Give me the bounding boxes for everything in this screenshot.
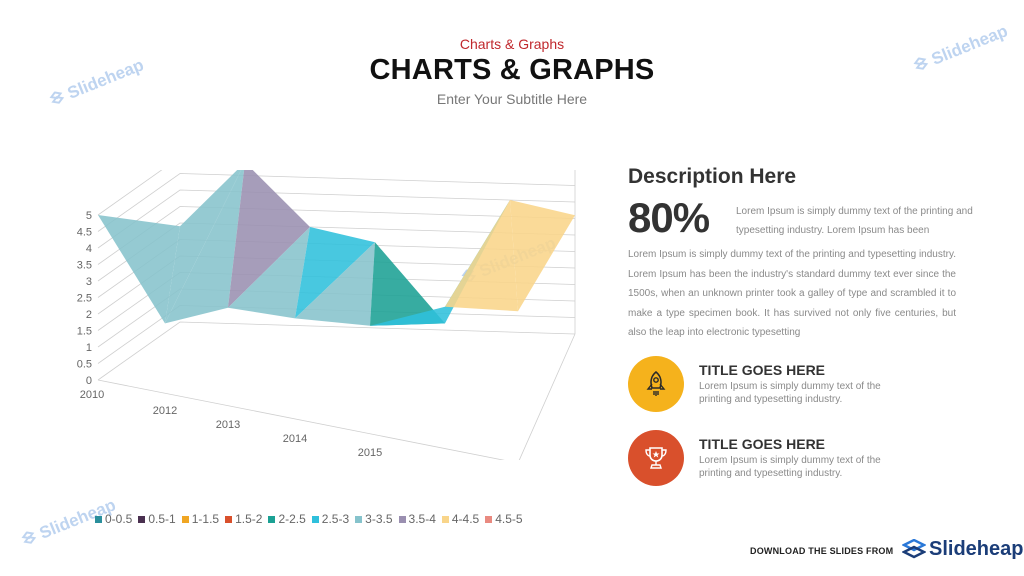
y-tick-label: 4	[86, 243, 92, 255]
legend-label: 2-2.5	[278, 512, 306, 526]
slideheap-logo-icon	[913, 57, 929, 70]
rocket-icon	[646, 370, 666, 396]
legend-item: 4.5-5	[485, 512, 523, 526]
y-tick-label: 3	[86, 276, 92, 288]
y-gridline	[97, 222, 576, 282]
legend-label: 0.5-1	[148, 512, 176, 526]
legend-label: 3-3.5	[365, 512, 393, 526]
legend-label: 3.5-4	[408, 512, 436, 526]
surface-facet	[165, 170, 245, 324]
x-tick-label: 2015	[358, 447, 382, 459]
chart-surface	[98, 170, 575, 326]
slide-subtitle: Enter Your Subtitle Here	[436, 91, 588, 107]
slideheap-logo-icon	[902, 538, 926, 558]
feature-1-text: Lorem Ipsum is simply dummy text of the …	[699, 381, 881, 405]
y-tick-label: 1.5	[77, 326, 92, 338]
legend-swatch	[181, 515, 189, 523]
surface-facet	[510, 200, 575, 312]
footer-brand[interactable]: Slideheap	[902, 538, 1023, 561]
trophy-icon	[645, 447, 667, 469]
legend-label: 0-0.5	[105, 512, 133, 526]
legend-label: 1.5-2	[235, 512, 263, 526]
y-gridline	[97, 170, 163, 216]
legend-label: 4.5-5	[495, 512, 523, 526]
surface-facet	[445, 200, 518, 312]
legend-swatch	[485, 515, 493, 523]
y-tick-label: 0.5	[77, 359, 92, 371]
legend-item: 2-2.5	[268, 512, 306, 526]
percent-description: Lorem Ipsum is simply dummy text of the …	[736, 206, 973, 236]
x-tick-label: 2014	[283, 433, 307, 445]
legend-swatch	[268, 515, 276, 523]
surface-facet	[370, 242, 445, 326]
feature-2-title: TITLE GOES HERE	[699, 436, 826, 452]
y-tick-label: 4.5	[77, 227, 92, 239]
y-tick-label: 1	[86, 342, 92, 354]
y-tick-label: 2.5	[77, 293, 92, 305]
legend-swatch	[311, 515, 319, 523]
slideheap-logo-icon	[49, 91, 65, 104]
legend-swatch	[138, 515, 146, 523]
legend-item: 3.5-4	[398, 512, 436, 526]
feature-1-circle	[628, 356, 684, 412]
feature-1-title: TITLE GOES HERE	[699, 362, 826, 378]
footer-brand-text: Slideheap	[929, 538, 1024, 560]
legend-swatch	[441, 515, 449, 523]
legend-item: 0.5-1	[138, 512, 176, 526]
legend-item: 4-4.5	[441, 512, 480, 526]
feature-2-text: Lorem Ipsum is simply dummy text of the …	[699, 455, 881, 479]
legend-label: 4-4.5	[451, 512, 480, 526]
y-tick-label: 2	[86, 309, 92, 321]
legend-label: 1-1.5	[191, 512, 220, 526]
legend-item: 1.5-2	[225, 512, 262, 526]
y-axis-ticks: 0 0.5 1 1.5 2 2.5 3 3.5 4 4.5 5	[77, 210, 92, 387]
footer-download-label: DOWNLOAD THE SLIDES FROM	[750, 546, 894, 556]
watermark-top-right: Slideheap	[910, 21, 1011, 77]
x-tick-label: 2012	[153, 405, 177, 417]
surface-facet	[228, 227, 310, 319]
legend-swatch	[398, 515, 406, 523]
surface-facet	[228, 170, 310, 308]
chart-legend: 0-0.5 0.5-1 1-1.5 1.5-2 2-2.5 2.5-3 3-3.5 3.5-4…	[95, 512, 523, 526]
legend-swatch	[355, 515, 363, 523]
surface-facet	[295, 227, 375, 319]
legend-swatch	[95, 515, 102, 523]
legend-item: 0-0.5	[95, 512, 132, 526]
watermark-bottom-left: Slideheap	[18, 495, 119, 551]
x-axis-ticks: 2010201220132014201520162017	[80, 389, 382, 459]
slideheap-logo-icon	[21, 531, 37, 544]
slide-kicker: Charts & Graphs	[459, 36, 565, 52]
legend-item: 2.5-3	[311, 512, 350, 526]
surface-chart: 0 0.5 1 1.5 2 2.5 3 3.5 4 4.5 5 2010 2012 2013 2014 20…	[77, 170, 576, 460]
floor-edge	[97, 333, 576, 460]
legend-label: 2.5-3	[321, 512, 350, 526]
slide-title: CHARTS & GRAPHS	[369, 54, 655, 86]
surface-facet	[98, 215, 180, 324]
y-tick-label: 5	[86, 210, 92, 222]
legend-item: 1-1.5	[181, 512, 220, 526]
y-tick-label: 0	[86, 375, 92, 387]
description-body: Lorem Ipsum is simply dummy text of the …	[628, 249, 956, 338]
x-tick-label: 2010	[80, 389, 104, 401]
percent-value: 80%	[628, 194, 710, 241]
legend-swatch	[225, 515, 233, 523]
legend-item: 3-3.5	[355, 512, 393, 526]
surface-facet	[370, 306, 445, 326]
watermark-top-left: Slideheap	[46, 55, 147, 111]
x-tick-label: 2013	[216, 419, 240, 431]
surface-facet	[295, 242, 375, 326]
description-heading: Description Here	[628, 165, 797, 188]
y-gridline	[97, 321, 576, 381]
feature-2-circle	[628, 430, 684, 486]
y-gridline	[97, 173, 576, 232]
y-tick-label: 3.5	[77, 260, 92, 272]
